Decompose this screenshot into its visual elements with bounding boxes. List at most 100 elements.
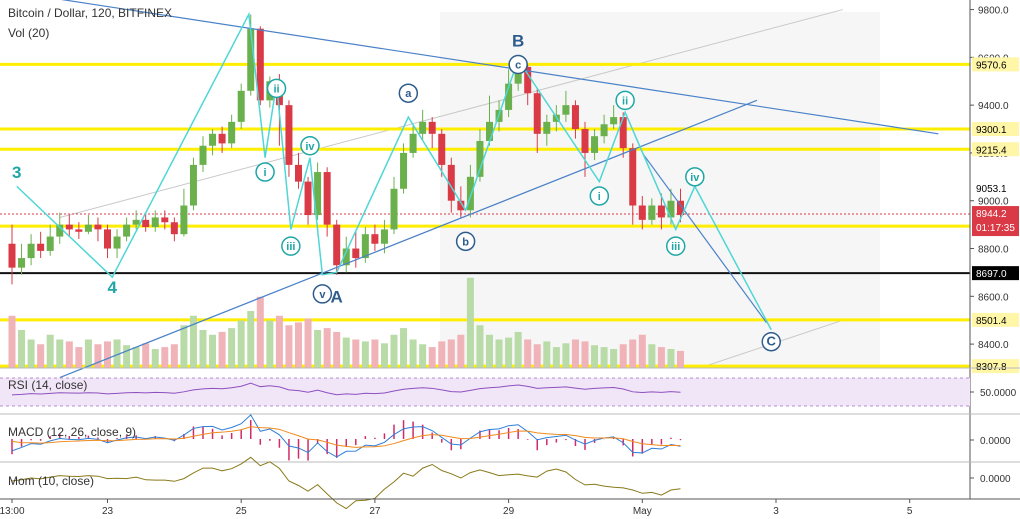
wave-label[interactable]: iv [305,141,315,153]
wave-label[interactable]: a [405,88,412,100]
candle[interactable] [237,90,245,122]
candle[interactable] [151,217,159,228]
candle[interactable] [457,200,465,211]
candle[interactable] [123,224,131,237]
candle[interactable] [514,66,522,84]
wave-label[interactable]: B [512,32,524,51]
volume-bar [380,343,388,368]
candle[interactable] [132,219,140,225]
wave-label[interactable]: C [767,334,777,349]
candle[interactable] [323,172,331,225]
candle[interactable] [619,117,627,149]
candle[interactable] [543,121,551,134]
candle[interactable] [314,172,322,216]
candle[interactable] [56,224,64,237]
candle[interactable] [256,28,264,101]
price-tick-label: 9000.0 [978,197,1009,208]
candle[interactable] [104,229,111,249]
candle[interactable] [562,105,570,115]
trend-line[interactable] [641,152,767,323]
wave-label[interactable]: 3 [12,163,21,182]
candle[interactable] [533,93,541,134]
wave-label[interactable]: iii [286,241,295,253]
volume-bar [285,325,293,368]
volume-bar [667,349,675,368]
volume-bar [600,347,608,368]
candle[interactable] [199,145,207,165]
candle[interactable] [648,205,656,220]
candle[interactable] [677,200,684,216]
candle[interactable] [189,164,197,206]
wave-label[interactable]: ii [273,83,279,95]
candle[interactable] [571,105,579,130]
candle[interactable] [247,28,255,91]
candle[interactable] [524,66,532,94]
candle[interactable] [8,243,16,268]
candle[interactable] [113,236,121,249]
trend-line[interactable] [2,0,939,135]
candle[interactable] [505,83,513,110]
candle[interactable] [161,217,169,223]
wave-label[interactable]: iii [671,241,680,253]
candle[interactable] [170,222,178,235]
candle[interactable] [352,248,360,259]
price-tick-label: 8800.0 [978,245,1009,256]
candle[interactable] [409,133,417,153]
indicator-tick-label: 0.0000 [980,436,1011,447]
wave-label[interactable]: 4 [108,278,118,297]
candle[interactable] [476,140,484,177]
candle[interactable] [428,121,436,134]
candle[interactable] [285,105,293,165]
price-tag: 9300.1 [976,125,1007,136]
wave-label[interactable]: 5 [244,0,253,3]
wave-label[interactable]: b [462,236,469,248]
candle[interactable] [295,164,302,182]
candle[interactable] [591,136,599,153]
candle[interactable] [600,124,608,137]
candle[interactable] [466,176,474,211]
wave-label[interactable]: iv [690,172,700,184]
candle[interactable] [75,229,83,232]
candle[interactable] [342,248,350,266]
candle[interactable] [657,205,665,218]
candle[interactable] [390,188,398,230]
candle[interactable] [94,224,102,230]
candle[interactable] [209,133,217,146]
wave-label[interactable]: i [264,167,267,179]
candle[interactable] [419,121,427,134]
candle[interactable] [27,243,35,259]
candle[interactable] [629,148,637,206]
candle[interactable] [65,224,73,230]
wave-label[interactable]: A [331,287,343,306]
candle[interactable] [447,164,455,201]
candle[interactable] [37,243,45,251]
candle[interactable] [380,229,388,244]
wave-label[interactable]: v [319,289,326,301]
candle[interactable] [84,224,92,232]
candle[interactable] [333,224,341,266]
candle[interactable] [638,205,646,220]
candle[interactable] [218,133,226,144]
candle[interactable] [361,234,369,259]
candle[interactable] [438,133,446,165]
volume-bar [352,339,360,368]
candle[interactable] [581,129,589,153]
volume-bar [209,334,217,368]
wave-label[interactable]: i [598,191,601,203]
corrective-wave-path[interactable] [336,58,772,331]
volume-bar [486,334,493,368]
wave-label[interactable]: c [515,60,521,72]
candle[interactable] [304,181,312,216]
candle[interactable] [667,200,675,218]
candle[interactable] [400,152,408,189]
wave-label[interactable]: ii [622,95,628,107]
candle[interactable] [46,236,54,251]
candle[interactable] [180,205,188,235]
candle[interactable] [610,117,618,125]
candle[interactable] [371,234,379,244]
candle[interactable] [142,219,150,228]
candle[interactable] [228,121,236,144]
candle[interactable] [18,258,26,268]
candle[interactable] [486,121,493,141]
